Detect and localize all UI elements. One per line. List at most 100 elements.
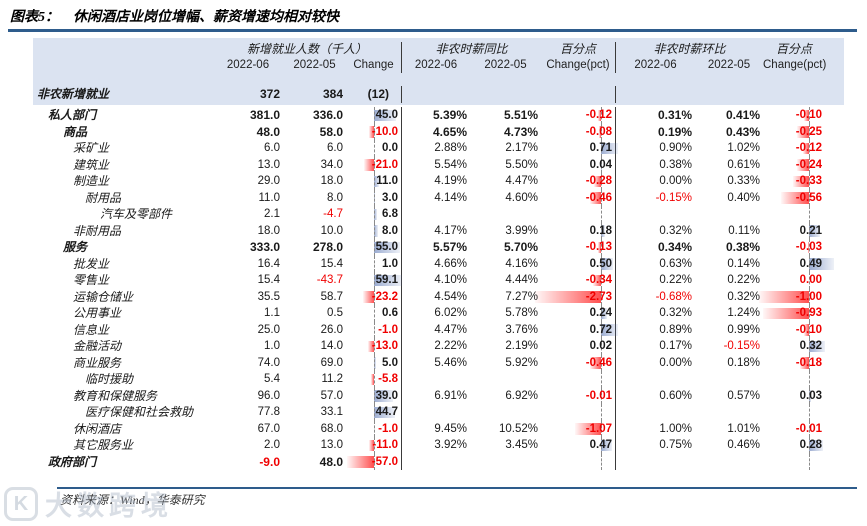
- cell-jobs-2022-05: 68.0: [320, 422, 343, 435]
- cell-jobs-2022-05: 8.0: [327, 191, 343, 204]
- cell-jobs-change: -10.0: [346, 123, 402, 140]
- cell-jobs-change: 39.0: [346, 387, 402, 404]
- positive-data-bar: [809, 225, 820, 237]
- positive-data-bar: [601, 225, 606, 237]
- watermark-logo-icon: K: [4, 486, 38, 521]
- row-label: 金融活动: [73, 339, 122, 353]
- cell-yoy-change: -0.46: [541, 189, 616, 206]
- bar-axis: [601, 156, 602, 173]
- negative-data-bar: [368, 439, 374, 451]
- bar-axis: [809, 222, 810, 239]
- bar-axis: [374, 321, 375, 338]
- positive-data-bar: [374, 175, 380, 187]
- cell-yoy-change: -0.46: [541, 354, 616, 371]
- cell-mom-change: -0.24: [763, 156, 825, 173]
- cell-yoy-2022-06: 5.57%: [432, 240, 467, 254]
- cell-yoy-2022-05: 4.44%: [505, 274, 538, 286]
- cell-yoy-2022-05: 3.45%: [505, 439, 538, 451]
- negative-data-bar: [369, 126, 374, 138]
- cell-mom-change: -0.12: [763, 140, 825, 157]
- table-body: 私人部门 381.0 336.0 45.0 5.39% 5.51% -0.12 0.31% 0.…: [33, 107, 844, 470]
- cell-yoy-change: 0.71: [541, 140, 619, 157]
- cell-jobs-2022-06: 11.0: [258, 191, 280, 204]
- bar-axis: [374, 123, 375, 140]
- bar-axis: [809, 321, 810, 338]
- figure-number: 图表5：: [10, 10, 59, 25]
- bar-axis: [601, 140, 602, 157]
- cell-jobs-2022-06: 25.0: [257, 323, 280, 336]
- summary-row: 非农新增就业 372 384 (12): [33, 86, 844, 103]
- positive-data-bar: [809, 439, 823, 451]
- cell-yoy-2022-05: [470, 86, 541, 103]
- cell-yoy-change: -0.08: [541, 123, 616, 140]
- cell-mom-2022-06: 0.38%: [659, 158, 692, 171]
- row-label: 非耐用品: [73, 223, 122, 238]
- bar-axis: [809, 189, 810, 206]
- bar-axis: [374, 272, 375, 289]
- row-label: 服务: [63, 240, 88, 254]
- cell-yoy-2022-06: 4.17%: [434, 224, 467, 237]
- cell-mom-2022-05: 0.99%: [727, 323, 760, 336]
- cell-yoy-2022-05: 3.76%: [505, 323, 538, 336]
- cell-jobs-2022-05: 0.5: [327, 307, 343, 319]
- cell-mom-2022-06: 1.00%: [659, 422, 692, 435]
- cell-mom-2022-05: 0.22%: [727, 274, 760, 286]
- negative-data-bar: [804, 109, 809, 121]
- row-label: 临时援助: [85, 372, 134, 386]
- row-label: 批发业: [73, 256, 110, 271]
- cell-mom-change: 0.00: [763, 272, 825, 289]
- cell-jobs-2022-06: 2.1: [264, 208, 280, 220]
- yoy-group-header: 非农时薪同比: [435, 42, 508, 56]
- cell-jobs-2022-06: 1.1: [264, 307, 280, 319]
- cell-yoy-change: 0.04: [541, 156, 616, 173]
- negative-data-bar: [792, 175, 809, 187]
- cell-jobs-2022-05: 69.0: [320, 356, 343, 369]
- table-row: 零售业 15.4 -43.7 59.1 4.10% 4.44% -0.34 0.22% 0.22…: [33, 272, 844, 289]
- bar-axis: [374, 437, 375, 454]
- positive-data-bar: [374, 406, 396, 418]
- cell-mom-change: [763, 86, 825, 103]
- table-header: 新增就业人数（千人） 非农时薪同比 百分点 非农时薪环比 百分点 2022-06…: [33, 38, 844, 105]
- cell-mom-2022-06: 0.19%: [657, 124, 692, 139]
- row-label: 运输仓储业: [73, 289, 134, 304]
- cell-yoy-2022-06: 5.54%: [434, 158, 467, 171]
- figure-title-text: 休闲酒店业岗位增幅、薪资增速均相对较快: [73, 10, 339, 25]
- cell-mom-2022-05: 0.41%: [725, 108, 760, 122]
- cell-jobs-2022-05: 11.2: [321, 373, 343, 385]
- cell-mom-2022-06: 0.90%: [659, 142, 692, 154]
- column-header: Change: [346, 57, 402, 73]
- cell-mom-change: 0.32: [763, 338, 825, 355]
- cell-mom-change: [763, 371, 825, 388]
- cell-yoy-2022-05: [470, 371, 541, 388]
- date-header-spacer: [33, 57, 213, 73]
- row-label: 政府部门: [48, 454, 97, 469]
- cell-yoy-2022-06: 5.46%: [434, 356, 467, 369]
- cell-mom-change: -0.56: [763, 189, 825, 206]
- row-label: 采矿业: [73, 141, 110, 155]
- jobs-group-header: 新增就业人数（千人）: [213, 42, 402, 57]
- table-row: 休闲酒店 67.0 68.0 -1.0 9.45% 10.52% -1.07 1.00% 1.0…: [33, 420, 844, 437]
- positive-data-bar: [601, 439, 613, 451]
- negative-data-bar: [597, 241, 601, 253]
- cell-yoy-2022-06: [402, 206, 470, 223]
- bar-axis: [809, 156, 810, 173]
- cell-yoy-change: 0.18: [541, 222, 616, 239]
- cell-jobs-change: 45.0: [346, 107, 402, 124]
- cell-yoy-change: [541, 86, 616, 103]
- cell-mom-2022-06: -0.68%: [655, 290, 692, 303]
- cell-jobs-change: 3.0: [346, 189, 402, 206]
- cell-jobs-change: -11.0: [346, 437, 402, 454]
- group-header-row: 新增就业人数（千人） 非农时薪同比 百分点 非农时薪环比 百分点: [33, 38, 844, 57]
- cell-jobs-2022-05: 58.7: [320, 290, 343, 303]
- cell-mom-2022-06: 0.17%: [659, 340, 692, 352]
- bar-axis: [809, 354, 810, 371]
- bar-axis: [601, 206, 602, 223]
- bar-axis: [809, 255, 810, 272]
- cell-jobs-change: -21.0: [346, 156, 402, 173]
- bar-axis: [601, 453, 602, 470]
- cell-yoy-2022-06: [402, 86, 470, 103]
- cell-mom-2022-06: [616, 86, 695, 103]
- cell-mom-2022-06: 0.32%: [659, 307, 692, 319]
- cell-jobs-2022-06: 6.0: [264, 142, 280, 154]
- bar-axis: [809, 404, 810, 421]
